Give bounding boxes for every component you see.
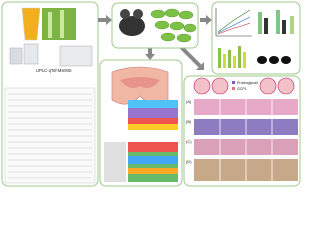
- plant-stem: [60, 10, 64, 38]
- bar: [264, 18, 268, 34]
- bar-segment: [128, 156, 178, 164]
- legend-label: GCP1: [237, 87, 247, 91]
- pill: [154, 20, 170, 30]
- bar: [276, 10, 280, 34]
- pill: [160, 32, 176, 42]
- bar: [223, 54, 226, 68]
- arrow-head: [196, 62, 204, 70]
- pill: [169, 21, 185, 31]
- bar: [282, 20, 286, 34]
- mouse-ear: [133, 9, 143, 19]
- panel-label: (A): [186, 99, 192, 104]
- line: [217, 22, 251, 35]
- arrow-head: [206, 15, 212, 25]
- legend-label: Proteoglycan: [237, 81, 258, 85]
- pills: [150, 8, 197, 43]
- bar-segment: [128, 118, 178, 124]
- plant-stem: [48, 12, 52, 38]
- tissue-diagram: [211, 77, 229, 95]
- tissue-diagram: [193, 77, 211, 95]
- pill: [176, 33, 192, 43]
- juice-glass: [21, 7, 41, 41]
- instrument: [9, 47, 23, 65]
- stacked-bars: [128, 142, 178, 182]
- line: [217, 9, 251, 33]
- stacked-bars: [128, 100, 178, 130]
- bar-segment: [128, 100, 178, 108]
- panel-label: (C): [186, 139, 192, 144]
- bar: [290, 16, 294, 34]
- line: [217, 16, 251, 34]
- micrograph-dividers: [219, 99, 273, 181]
- bar: [228, 50, 231, 68]
- heatmap-labels: [104, 142, 126, 182]
- bar-segment: [128, 142, 178, 152]
- compound-table: [4, 87, 96, 184]
- bar-chart: [258, 10, 294, 34]
- panel-label: (B): [186, 119, 192, 124]
- bar-segment: [128, 168, 178, 174]
- pill: [150, 9, 166, 19]
- instrument: [23, 43, 39, 65]
- pill: [183, 23, 197, 33]
- table-rows: [8, 93, 92, 179]
- legend-swatch: [232, 81, 235, 84]
- graphical-abstract: UPLC-qTof-MS/MS: [1, 1, 301, 187]
- panel-label: (D): [186, 159, 192, 164]
- intestine-inner: [120, 77, 160, 88]
- tissue-diagram: [259, 77, 277, 95]
- instrument-label: UPLC-qTof-MS/MS: [36, 68, 72, 73]
- mouse-ear: [120, 9, 130, 19]
- arrow-head: [106, 15, 112, 25]
- instrument: [59, 45, 93, 67]
- mouse: [119, 16, 145, 36]
- pill: [164, 8, 180, 18]
- tissue-diagram: [277, 77, 295, 95]
- organ-photos: [257, 56, 291, 64]
- organ: [269, 56, 279, 64]
- organ: [257, 56, 267, 64]
- pill: [178, 10, 194, 20]
- legend-swatch: [232, 87, 235, 90]
- bar-segment: [128, 124, 178, 130]
- bar: [243, 52, 246, 68]
- bar: [238, 46, 241, 68]
- plant-photo: [42, 8, 76, 40]
- bar: [218, 48, 221, 68]
- arrow-head: [145, 54, 155, 60]
- growth-chart: [215, 8, 252, 37]
- bar-chart: [218, 46, 246, 68]
- bar: [258, 12, 262, 34]
- bar: [233, 56, 236, 68]
- organ: [281, 56, 291, 64]
- arrow: [178, 44, 202, 68]
